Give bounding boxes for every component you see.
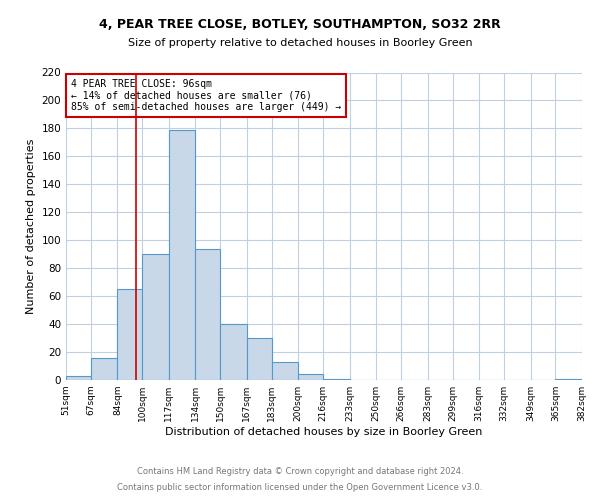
Bar xyxy=(298,374,323,380)
X-axis label: Distribution of detached houses by size in Boorley Green: Distribution of detached houses by size … xyxy=(166,427,482,437)
Text: 4 PEAR TREE CLOSE: 96sqm
← 14% of detached houses are smaller (76)
85% of semi-d: 4 PEAR TREE CLOSE: 96sqm ← 14% of detach… xyxy=(71,78,341,112)
Text: Size of property relative to detached houses in Boorley Green: Size of property relative to detached ho… xyxy=(128,38,472,48)
Bar xyxy=(272,362,298,380)
Bar xyxy=(247,338,272,380)
Bar xyxy=(66,376,91,380)
Bar xyxy=(323,378,350,380)
Bar xyxy=(142,254,169,380)
Text: Contains HM Land Registry data © Crown copyright and database right 2024.: Contains HM Land Registry data © Crown c… xyxy=(137,467,463,476)
Bar xyxy=(91,358,118,380)
Bar xyxy=(220,324,247,380)
Bar xyxy=(556,378,582,380)
Text: Contains public sector information licensed under the Open Government Licence v3: Contains public sector information licen… xyxy=(118,483,482,492)
Bar xyxy=(118,289,142,380)
Text: 4, PEAR TREE CLOSE, BOTLEY, SOUTHAMPTON, SO32 2RR: 4, PEAR TREE CLOSE, BOTLEY, SOUTHAMPTON,… xyxy=(99,18,501,30)
Bar xyxy=(196,248,220,380)
Bar xyxy=(169,130,196,380)
Y-axis label: Number of detached properties: Number of detached properties xyxy=(26,138,36,314)
